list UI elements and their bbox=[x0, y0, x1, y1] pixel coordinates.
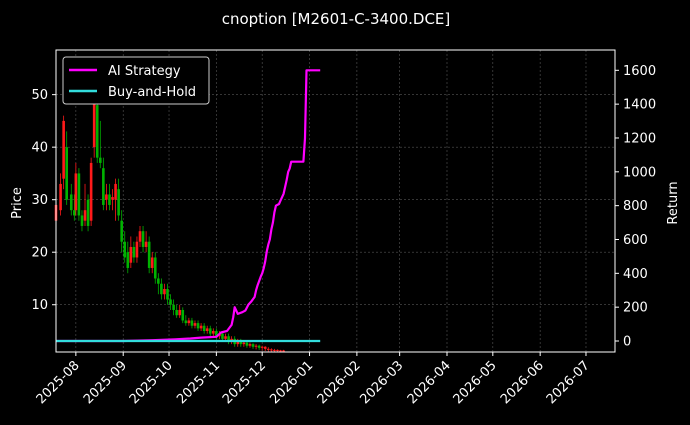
plot-frame bbox=[55, 49, 616, 353]
candle-body bbox=[123, 241, 127, 258]
candle-body bbox=[187, 320, 191, 324]
legend: AI Strategy Buy-and-Hold bbox=[62, 56, 210, 105]
y-tick-label-right: 800 bbox=[623, 199, 648, 214]
candle-body bbox=[89, 162, 93, 221]
candle-body bbox=[193, 323, 197, 326]
y-tick-label-left: 10 bbox=[31, 298, 48, 313]
candle-body bbox=[98, 157, 102, 163]
candle-body bbox=[135, 241, 139, 258]
candle-body bbox=[212, 330, 215, 334]
series-line-ai-strategy bbox=[56, 69, 321, 343]
candle-body bbox=[208, 328, 212, 334]
candle-body bbox=[147, 241, 151, 268]
candle-body bbox=[144, 241, 148, 247]
y-tick-label-right: 1200 bbox=[623, 131, 656, 146]
candle-body bbox=[263, 346, 267, 349]
candle-body bbox=[257, 345, 261, 348]
chart-title: cnoption [M2601-C-3400.DCE] bbox=[222, 10, 451, 28]
candle-body bbox=[273, 349, 276, 351]
y-tick-label-right: 400 bbox=[623, 267, 648, 282]
y-tick-label-left: 50 bbox=[31, 88, 48, 103]
candle-body bbox=[129, 246, 133, 263]
candle-body bbox=[248, 344, 252, 346]
candle-body bbox=[160, 283, 163, 295]
candle-body bbox=[102, 168, 105, 205]
candle-body bbox=[120, 220, 123, 242]
candle-body bbox=[282, 350, 285, 352]
y-tick-label-left: 20 bbox=[31, 246, 48, 261]
candle-body bbox=[279, 350, 282, 352]
y-tick-label-right: 1400 bbox=[623, 98, 656, 113]
candle-body bbox=[166, 288, 169, 300]
candle-body bbox=[178, 309, 182, 316]
legend-box bbox=[62, 56, 210, 105]
candle-body bbox=[270, 349, 273, 351]
candle-body bbox=[196, 323, 200, 329]
candle-body bbox=[77, 173, 81, 216]
candle-body bbox=[254, 345, 258, 347]
y-tick-label-right: 600 bbox=[623, 233, 648, 248]
candle-body bbox=[276, 349, 279, 351]
line-layer bbox=[56, 69, 321, 343]
candle-body bbox=[224, 336, 227, 339]
candle-body bbox=[153, 257, 157, 279]
candle-body bbox=[86, 199, 90, 226]
candle-body bbox=[205, 328, 209, 331]
legend-label-ai-strategy: AI Strategy bbox=[108, 64, 181, 79]
candle-body bbox=[239, 341, 243, 345]
y-tick-label-left: 30 bbox=[31, 193, 48, 208]
candle-body bbox=[141, 231, 145, 247]
candle-body bbox=[181, 309, 185, 321]
candle-body bbox=[105, 194, 108, 200]
candle-body bbox=[172, 304, 175, 310]
y-tick-label-right: 1000 bbox=[623, 165, 656, 180]
y-tick-label-left: 40 bbox=[31, 141, 48, 156]
candle-body bbox=[117, 189, 120, 216]
candle-body bbox=[111, 197, 114, 200]
candle-body bbox=[215, 330, 218, 337]
candle-body bbox=[227, 336, 230, 342]
candle-body bbox=[114, 183, 117, 200]
candle-body bbox=[245, 342, 249, 346]
candle-body bbox=[65, 147, 68, 200]
candle-body bbox=[62, 120, 65, 179]
candle-body bbox=[175, 309, 178, 316]
y-tick-label-right: 0 bbox=[623, 335, 631, 350]
legend-label-buy-and-hold: Buy-and-Hold bbox=[108, 85, 196, 100]
candle-body bbox=[184, 320, 188, 324]
candle-body bbox=[202, 325, 206, 331]
candle-body bbox=[95, 105, 99, 158]
candle-body bbox=[108, 194, 111, 205]
candle-body bbox=[74, 173, 78, 211]
candle-body bbox=[69, 194, 73, 211]
candle-body bbox=[59, 183, 62, 211]
y-axis-label-left: Price bbox=[10, 187, 25, 219]
candle-body bbox=[80, 215, 84, 226]
candle-body bbox=[169, 299, 172, 305]
candle-body bbox=[157, 278, 160, 284]
candle-body bbox=[126, 252, 130, 268]
candle-body bbox=[260, 346, 264, 348]
candle-body bbox=[242, 342, 246, 345]
candle-body bbox=[132, 246, 136, 258]
candle-body bbox=[92, 94, 96, 148]
candle-body bbox=[163, 288, 166, 295]
candle-body bbox=[190, 320, 194, 326]
y-tick-label-right: 1600 bbox=[623, 64, 656, 79]
y-axis-label-right: Return bbox=[666, 181, 681, 224]
y-tick-label-right: 200 bbox=[623, 301, 648, 316]
candle-body bbox=[236, 341, 240, 345]
candle-body bbox=[138, 231, 142, 242]
candle-body bbox=[83, 210, 87, 221]
candle-body bbox=[199, 325, 203, 329]
candle-body bbox=[150, 257, 154, 268]
candlestick-layer bbox=[54, 78, 285, 352]
candle-body bbox=[251, 344, 255, 347]
candle-body bbox=[73, 210, 76, 216]
candle-body bbox=[221, 333, 224, 339]
candle-body bbox=[266, 348, 270, 350]
